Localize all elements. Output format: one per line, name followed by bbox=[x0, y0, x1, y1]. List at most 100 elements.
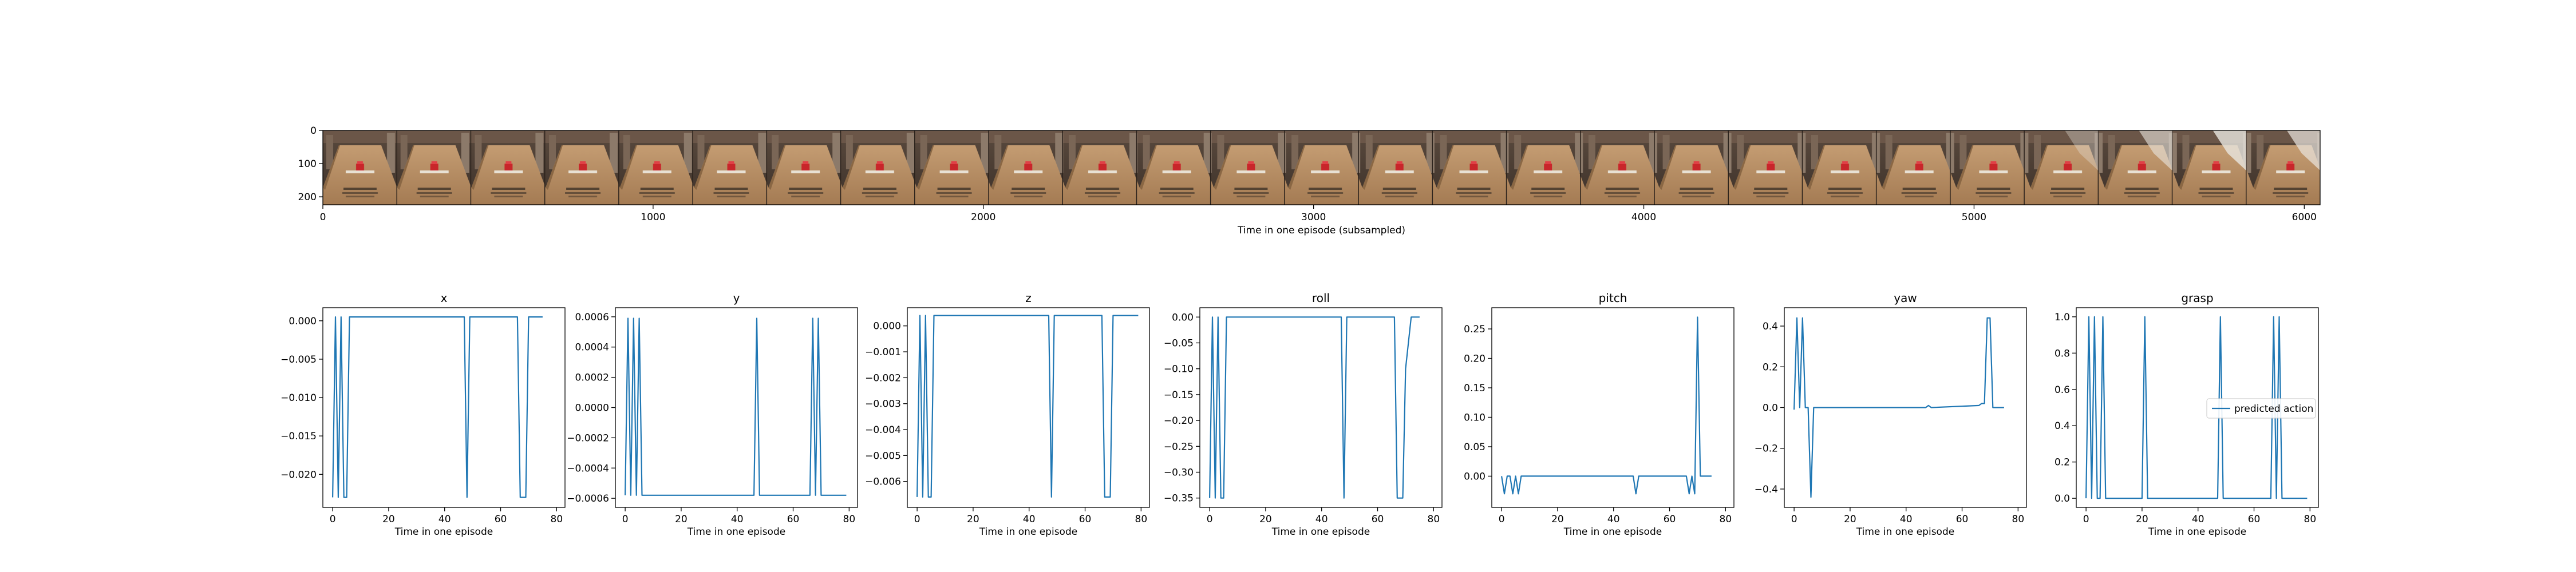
strip-x-tick-label: 6000 bbox=[2292, 212, 2317, 223]
y-tick-label: 0.20 bbox=[1464, 353, 1485, 365]
x-tick-label: 60 bbox=[2248, 514, 2261, 525]
strip-y-tick-label: 100 bbox=[298, 158, 317, 170]
y-tick-label: 0.25 bbox=[1464, 324, 1485, 335]
y-tick-label: 0.0006 bbox=[575, 312, 609, 323]
x-tick-label: 40 bbox=[2192, 514, 2204, 525]
frame-strip: 0 1000 2000 3000 4000 5000 6000 0 100 200 Time in … bbox=[298, 125, 2321, 236]
plot-area bbox=[1491, 307, 1735, 508]
strip-x-tick-label: 0 bbox=[320, 212, 326, 223]
panel-yaw: yaw 0 20 40 60 80 0.4 0.2 0.0 −0.2 −0.4 Time in one… bbox=[1755, 291, 2027, 538]
x-tick-label: 80 bbox=[1428, 514, 1440, 525]
y-tick-label: 0.10 bbox=[1464, 412, 1485, 423]
panel-title: roll bbox=[1312, 291, 1330, 305]
x-tick-label: 40 bbox=[731, 514, 744, 525]
y-tick-label: −0.020 bbox=[280, 469, 317, 480]
series-line-roll bbox=[1209, 316, 1420, 499]
x-tick-label: 80 bbox=[843, 514, 856, 525]
y-tick-label: −0.25 bbox=[1164, 441, 1194, 452]
bin-overlay bbox=[2065, 130, 2099, 170]
x-tick-label: 60 bbox=[495, 514, 507, 525]
x-axis-label: Time in one episode bbox=[1563, 526, 1662, 538]
y-tick-label: −0.003 bbox=[865, 399, 901, 410]
y-tick-label: −0.15 bbox=[1164, 390, 1194, 401]
y-tick-label: 0.00 bbox=[1464, 471, 1485, 482]
x-tick-label: 0 bbox=[1207, 514, 1213, 525]
y-tick-label: −0.20 bbox=[1164, 415, 1194, 427]
panel-x: x 0 20 40 60 80 0.000 −0.005 −0.010 −0.015 −0.020 T… bbox=[280, 291, 566, 538]
x-axis-label: Time in one episode bbox=[1856, 526, 1954, 538]
y-tick-label: −0.005 bbox=[865, 450, 901, 462]
y-tick-label: 0.0000 bbox=[575, 403, 609, 414]
y-tick-label: 0.6 bbox=[2055, 384, 2070, 396]
action-panels: x0 20 40 60 800.000−0.005−0.010−0.015−0.020T… bbox=[280, 291, 2319, 538]
panel-title: y bbox=[733, 291, 740, 305]
x-tick-label: 60 bbox=[1956, 514, 1969, 525]
series-line-y bbox=[625, 317, 847, 496]
strip-x-tick-label: 4000 bbox=[1631, 212, 1656, 223]
y-tick-label: −0.4 bbox=[1755, 484, 1778, 495]
plot-area bbox=[907, 307, 1150, 508]
x-tick-label: 60 bbox=[1079, 514, 1092, 525]
x-axis-label: Time in one episode bbox=[979, 526, 1077, 538]
x-tick-label: 40 bbox=[438, 514, 451, 525]
strip-x-axis-label: Time in one episode (subsampled) bbox=[1237, 225, 1405, 236]
y-tick-label: −0.05 bbox=[1164, 337, 1194, 349]
strip-x-tick-label: 2000 bbox=[971, 212, 995, 223]
strip-frame bbox=[322, 130, 2321, 205]
x-tick-label: 60 bbox=[1664, 514, 1676, 525]
y-tick-label: 0.0004 bbox=[575, 342, 609, 353]
y-tick-label: 0.2 bbox=[2055, 457, 2070, 468]
x-tick-label: 20 bbox=[1551, 514, 1564, 525]
y-tick-label: −0.30 bbox=[1164, 467, 1194, 479]
panel-title: z bbox=[1025, 291, 1032, 305]
panel-grasp: grasp 0 20 40 60 80 1.0 0.8 0.6 0.4 0.2 0.0 Time in … bbox=[2055, 291, 2319, 538]
x-tick-label: 20 bbox=[2136, 514, 2148, 525]
x-tick-label: 40 bbox=[1900, 514, 1913, 525]
y-tick-label: −0.002 bbox=[865, 372, 901, 384]
y-tick-label: −0.010 bbox=[280, 392, 317, 404]
y-tick-label: 0.4 bbox=[1763, 321, 1778, 332]
series-line-x bbox=[332, 316, 543, 498]
strip-y-tick-label: 200 bbox=[298, 192, 317, 203]
x-tick-label: 60 bbox=[1372, 514, 1384, 525]
y-tick-label: −0.2 bbox=[1755, 443, 1778, 455]
y-tick-label: 0.05 bbox=[1464, 442, 1485, 453]
panel-title: x bbox=[441, 291, 448, 305]
x-tick-label: 0 bbox=[2083, 514, 2089, 525]
panel-title: grasp bbox=[2181, 291, 2213, 305]
strip-x-tick-label: 3000 bbox=[1301, 212, 1326, 223]
y-tick-label: 0.00 bbox=[1172, 312, 1194, 323]
x-tick-label: 0 bbox=[914, 514, 920, 525]
y-tick-label: −0.35 bbox=[1164, 493, 1194, 505]
y-tick-label: 0.4 bbox=[2055, 420, 2070, 432]
y-tick-label: 0.0 bbox=[1763, 403, 1778, 414]
x-tick-label: 0 bbox=[1791, 514, 1797, 525]
y-tick-label: 0.15 bbox=[1464, 383, 1485, 394]
strip-y-tick-label: 0 bbox=[310, 125, 317, 137]
bin-overlay bbox=[2286, 130, 2320, 170]
x-tick-label: 40 bbox=[1023, 514, 1036, 525]
x-axis-label: Time in one episode bbox=[687, 526, 785, 538]
y-tick-label: 0.0002 bbox=[575, 372, 609, 384]
y-tick-label: 0.000 bbox=[289, 316, 317, 327]
panel-pitch: pitch 0 20 40 60 80 0.25 0.20 0.15 0.10 0.05 0.00 Ti… bbox=[1464, 291, 1735, 538]
x-tick-label: 0 bbox=[1499, 514, 1505, 525]
y-tick-label: −0.0006 bbox=[567, 493, 609, 505]
y-tick-label: 1.0 bbox=[2055, 312, 2070, 323]
plot-area bbox=[1199, 307, 1443, 508]
x-tick-label: 80 bbox=[2012, 514, 2025, 525]
legend-label: predicted action bbox=[2234, 403, 2313, 415]
y-tick-label: −0.10 bbox=[1164, 364, 1194, 375]
strip-x-tick-label: 5000 bbox=[1962, 212, 1986, 223]
x-tick-label: 20 bbox=[1259, 514, 1272, 525]
y-tick-label: 0.0 bbox=[2055, 493, 2070, 505]
panel-roll: roll 0 20 40 60 80 0.00 −0.05 −0.10 −0.15 −0.20 −0.… bbox=[1164, 291, 1443, 538]
y-tick-label: −0.0004 bbox=[567, 463, 609, 474]
series-line-pitch bbox=[1501, 316, 1712, 495]
y-tick-label: −0.004 bbox=[865, 424, 901, 436]
x-tick-label: 20 bbox=[967, 514, 979, 525]
x-axis-label: Time in one episode bbox=[1271, 526, 1370, 538]
x-tick-label: 20 bbox=[675, 514, 688, 525]
legend: predicted action bbox=[2206, 398, 2316, 419]
bin-overlay bbox=[2139, 130, 2172, 170]
